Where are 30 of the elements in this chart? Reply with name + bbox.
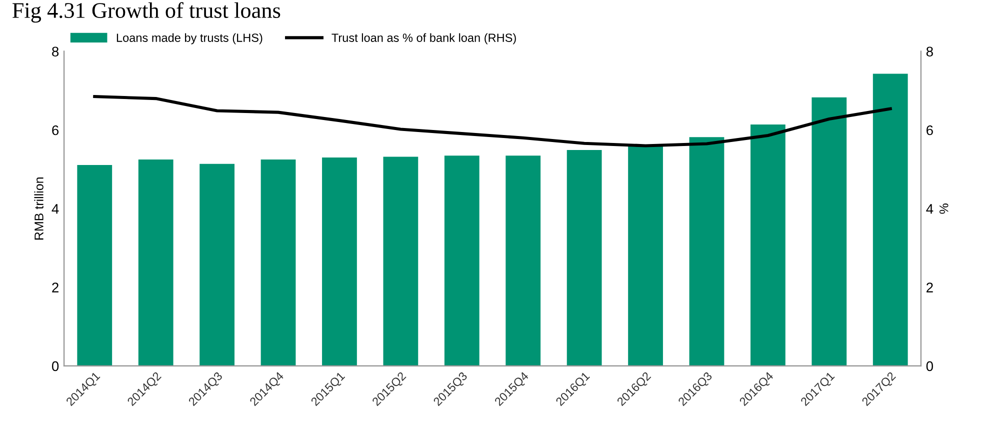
y2-tick-label: 0 (926, 361, 934, 372)
y-tick-label: 2 (52, 282, 58, 292)
y2-tick-label: 4 (926, 204, 934, 214)
bar (872, 74, 908, 366)
y-tick-label: 8 (52, 46, 59, 57)
y2-tick-label: 8 (926, 46, 933, 57)
bar (260, 159, 296, 366)
y-tick-label: 0 (52, 361, 59, 372)
chart-title: Fig 4.31 Growth of trust loans (12, 2, 280, 23)
bar (628, 146, 663, 366)
bar (444, 156, 480, 366)
y2-tick-label: 6 (926, 125, 933, 136)
line-series (93, 95, 892, 148)
bar (566, 150, 602, 366)
y2-axis-title: % (940, 204, 948, 214)
bar (383, 156, 418, 366)
bar (812, 97, 847, 366)
bar (200, 164, 234, 366)
bar (750, 124, 786, 366)
y-tick-label: 6 (52, 125, 59, 136)
bar (506, 156, 541, 366)
bar (689, 137, 724, 366)
y-tick-label: 4 (52, 204, 59, 214)
legend-label: Trust loan as % of bank loan (RHS) (332, 33, 516, 44)
legend-label: Loans made by trusts (LHS) (116, 33, 262, 44)
y-axis-title: RMB trillion (34, 178, 44, 240)
bar (77, 165, 112, 366)
bar (322, 158, 357, 366)
bar (138, 159, 174, 366)
y2-tick-label: 2 (926, 282, 933, 292)
